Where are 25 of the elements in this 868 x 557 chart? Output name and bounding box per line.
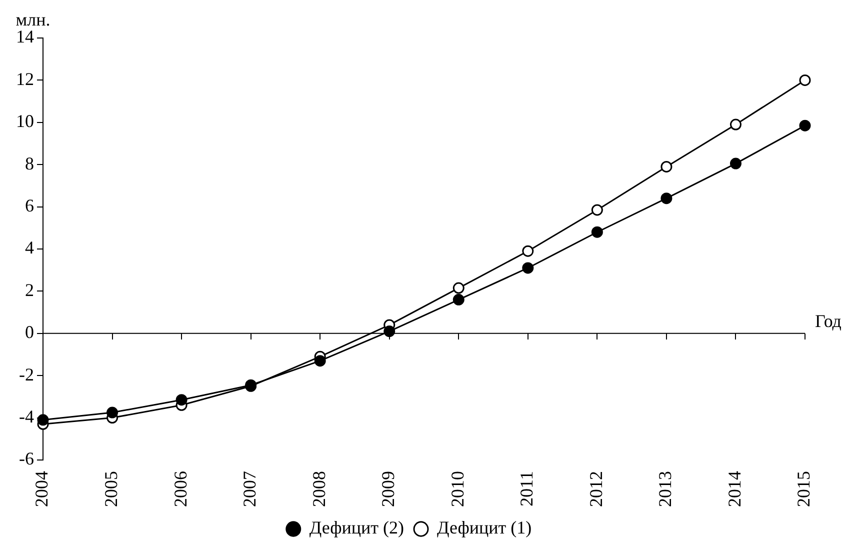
x-tick-label: 2013 bbox=[655, 471, 676, 507]
x-tick-label: 2009 bbox=[378, 471, 398, 507]
x-tick-label: 2010 bbox=[447, 471, 468, 507]
x-tick-label: 2006 bbox=[170, 471, 190, 507]
y-tick-label: 10 bbox=[16, 111, 34, 132]
x-tick-label: 2015 bbox=[794, 471, 814, 507]
legend-label: Дефицит (2) bbox=[309, 518, 404, 538]
y-tick-label: -2 bbox=[19, 364, 34, 384]
x-tick-label: 2004 bbox=[32, 471, 52, 507]
y-tick-label: 2 bbox=[25, 280, 34, 300]
x-tick-label: 2005 bbox=[101, 471, 122, 507]
x-tick-label: 2008 bbox=[308, 471, 329, 507]
x-tick-label: 2007 bbox=[240, 471, 260, 507]
y-tick-label: 0 bbox=[25, 322, 34, 342]
legend-label: Дефицит (1) bbox=[437, 518, 532, 538]
y-tick-label: 12 bbox=[16, 68, 34, 89]
y-tick-label: 4 bbox=[25, 238, 34, 258]
x-tick-label: 2011 bbox=[516, 471, 537, 506]
y-tick-label: 8 bbox=[25, 153, 34, 174]
y-tick-label: -6 bbox=[19, 448, 34, 469]
y-tick-label: 6 bbox=[25, 196, 34, 216]
x-tick-label: 2012 bbox=[586, 471, 606, 507]
x-tick-label: 2014 bbox=[724, 471, 744, 507]
y-tick-label: -4 bbox=[19, 406, 34, 427]
x-axis-title: Год bbox=[815, 311, 842, 332]
